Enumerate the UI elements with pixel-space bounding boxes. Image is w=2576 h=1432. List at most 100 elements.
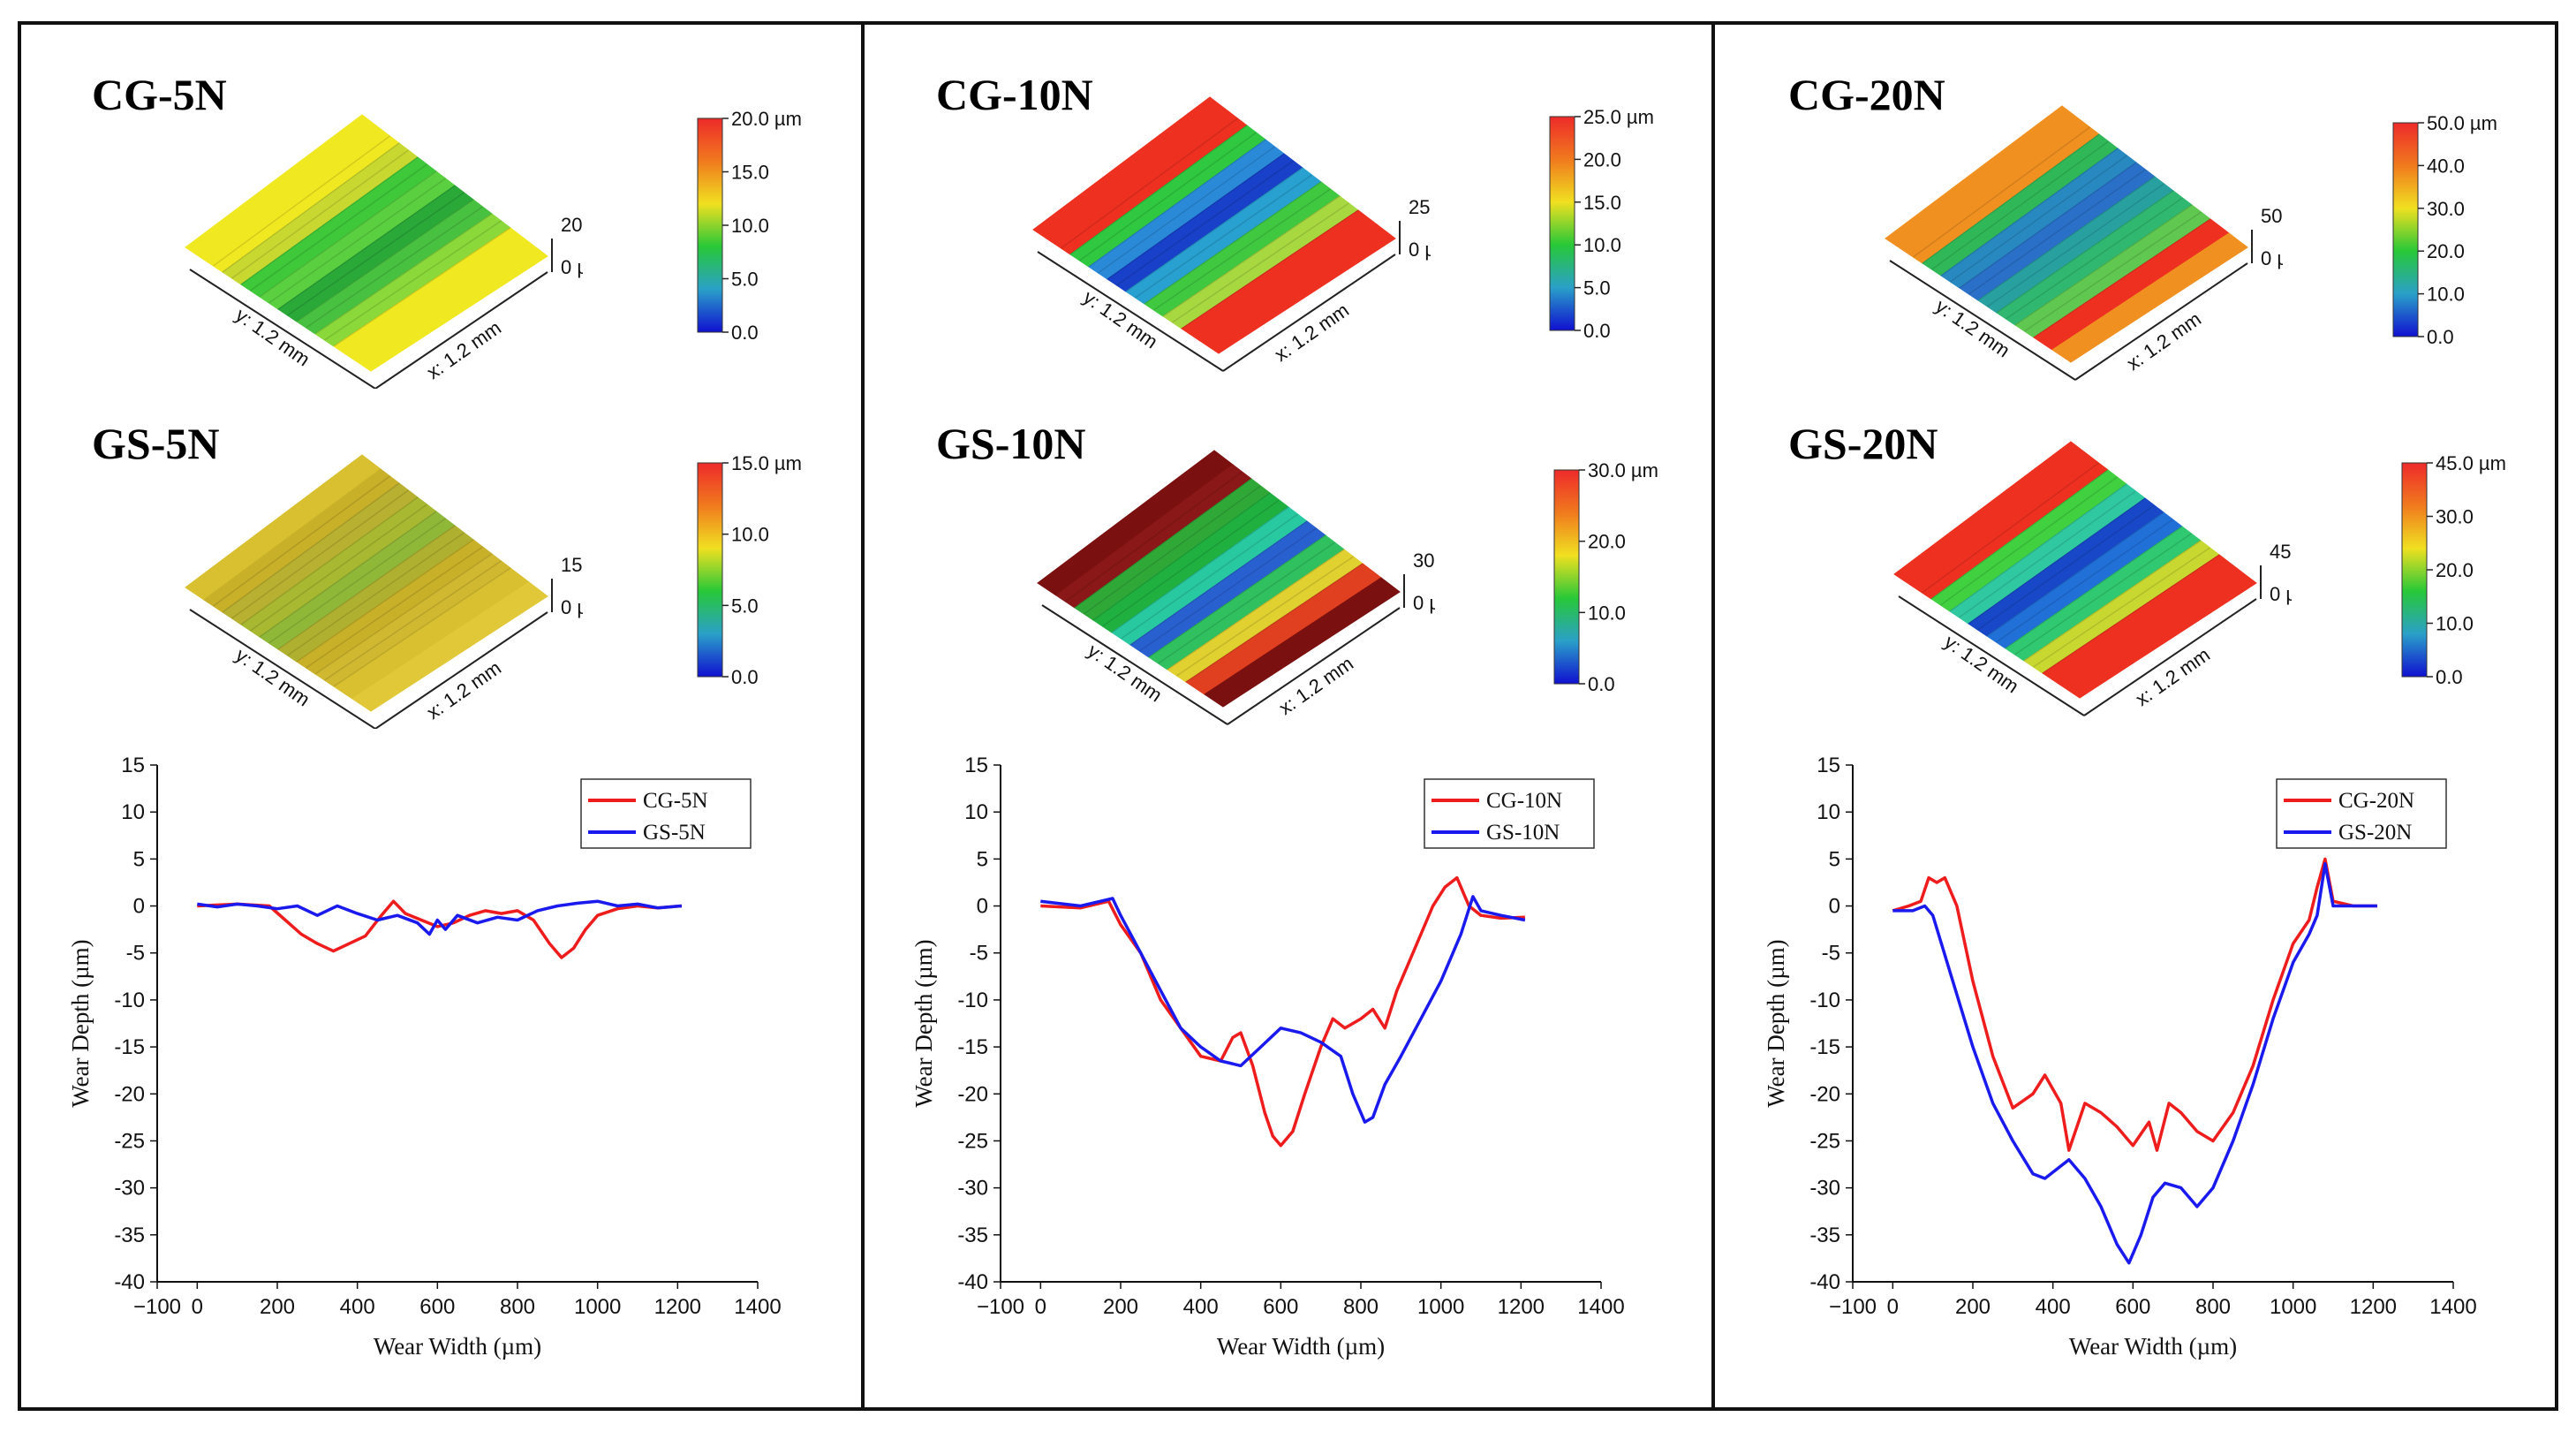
x-tick-label: 0 [1035, 1295, 1046, 1319]
z-scale-label: 30 µm [1413, 549, 1435, 572]
x-axis-line [2083, 598, 2257, 716]
colorbar-tick-label: 10.0 [1583, 234, 1621, 256]
surface-streak [1139, 527, 1317, 652]
surface-streak [1125, 167, 1303, 292]
colorbar-gradient [697, 117, 723, 333]
surface-streak [1069, 125, 1248, 255]
y-tick-label: 0 [977, 895, 988, 919]
colorbar-tick-label: 45.0 µm [2436, 452, 2506, 474]
x-axis-label: Wear Width (µm) [2069, 1333, 2237, 1360]
surface-streak [2005, 526, 2183, 649]
z-zero-label: 0 µm [1413, 592, 1435, 614]
colorbar-tick-label: 10.0 [2427, 284, 2465, 306]
colorbar-tick-label: 0.0 [731, 666, 759, 688]
y-tick-label: -35 [114, 1224, 145, 1247]
surface-streak [268, 178, 446, 304]
surface-streak [2006, 197, 2183, 320]
surface-band [1204, 577, 1401, 708]
x-axis-label: Wear Width (µm) [1217, 1333, 1385, 1360]
colorbar-tick-label: 5.0 [1583, 277, 1611, 299]
y-axis-line [1898, 595, 2085, 716]
surface-streak [1092, 492, 1271, 621]
surface-bands [1885, 105, 2248, 363]
surface-bands [1037, 450, 1401, 708]
series-line-gs-5n [197, 899, 683, 936]
wear-profile-chart-5n: 15 10 5 0 -5 -10 -15 -20 -25 -30 -35 -40−100 0 200 400… [67, 754, 782, 1360]
surface-bands [185, 114, 548, 372]
colorbar-tick-label: 10.0 [731, 215, 769, 237]
x-tick-label: 600 [1263, 1295, 1298, 1319]
wear-profile-chart-10n: 15 10 5 0 -5 -10 -15 -20 -25 -30 -35 -40−100 0 200 400… [910, 754, 1625, 1360]
x-tick-label: 1200 [2350, 1295, 2397, 1319]
surface-streak [1922, 133, 2100, 264]
surface-streak [1996, 190, 2174, 314]
y-tick-label: -15 [957, 1035, 988, 1059]
z-scale-label: 20 µm [561, 214, 583, 236]
colorbar-tick-label: 40.0 [2427, 155, 2465, 177]
surface-streak [1996, 519, 2173, 643]
x-tick-label: 0 [192, 1295, 203, 1319]
y-tick-label: 0 [1829, 895, 1840, 919]
x-tick-label: 400 [1183, 1295, 1219, 1319]
z-scale-label: 25 µm [1409, 196, 1431, 218]
colorbar-tick-label: 15.0 [731, 162, 769, 184]
y-tick-label: -30 [1809, 1177, 1840, 1201]
surface-streak [1079, 132, 1257, 261]
x-axis-line [2074, 262, 2248, 381]
surface-streak [1148, 534, 1326, 658]
colorbar-tick-label: 15.0 [1583, 192, 1621, 214]
surface-plot-cg-20n: 50 µm0 µmy: 1.2 mmx: 1.2 mm [1885, 105, 2283, 381]
surface-streak [2023, 540, 2202, 662]
x-tick-label: 0 [1887, 1295, 1899, 1319]
x-tick-label: 800 [2195, 1295, 2231, 1319]
colorbar-gradient [2401, 462, 2428, 678]
colorbar-tick-label: 10.0 [731, 524, 769, 546]
colorbar-cg-10n: 25.0 µm 20.0 15.0 10.0 5.0 0.0 [1549, 106, 1654, 342]
z-scale-label: 45 µm [2270, 541, 2292, 563]
surface-streak [2033, 218, 2211, 338]
x-axis-line [1222, 254, 1396, 372]
surface-streak [1185, 563, 1364, 683]
surface-streak [1968, 169, 2146, 295]
z-zero-label: 0 µm [2261, 247, 2283, 269]
colorbar-tick-label: 0.0 [731, 322, 759, 344]
surface-bands [1032, 96, 1396, 354]
surface-streak [1065, 471, 1243, 602]
surface-streak [240, 496, 419, 625]
y-tick-label: -40 [114, 1270, 145, 1294]
x-axis-line [374, 271, 548, 389]
surface-streak [222, 482, 400, 613]
title-gs-10n: GS-10N [936, 419, 1086, 468]
x-tick-label: 1400 [734, 1295, 781, 1319]
surface-bands [1893, 441, 2257, 699]
surface-streak [250, 163, 427, 292]
legend-label: GS-5N [643, 821, 706, 845]
surface-band [2060, 568, 2257, 699]
surface-streak [2014, 204, 2193, 326]
y-tick-label: -25 [1809, 1129, 1840, 1153]
y-tick-label: -30 [957, 1177, 988, 1201]
y-tick-label: -20 [114, 1082, 145, 1106]
surface-streak [296, 539, 474, 663]
surface-streak [1144, 181, 1322, 305]
colorbar-gradient [2392, 122, 2419, 337]
surface-streak [1949, 483, 2127, 612]
surface-streak [1107, 153, 1285, 280]
colorbar-tick-label: 20.0 [1583, 148, 1621, 170]
surface-streak [1121, 513, 1298, 640]
surface-streak [1913, 126, 2090, 258]
x-tick-label: 1400 [2429, 1295, 2476, 1319]
colorbar-tick-label: 0.0 [2427, 326, 2454, 348]
x-axis-label: Wear Width (µm) [374, 1333, 541, 1360]
colorbar-tick-label: 10.0 [1588, 602, 1626, 624]
x-tick-label: 600 [2115, 1295, 2150, 1319]
surface-streak [287, 532, 465, 656]
x-tick-label: 800 [500, 1295, 535, 1319]
y-axis-label: Wear Depth (µm) [910, 939, 937, 1107]
surface-streak [1959, 162, 2137, 289]
title-cg-10n: CG-10N [936, 70, 1093, 119]
surface-streak [250, 504, 427, 632]
surface-streak [2042, 554, 2220, 674]
x-tick-label: 1400 [1577, 1295, 1624, 1319]
surface-streak [1968, 497, 2146, 625]
